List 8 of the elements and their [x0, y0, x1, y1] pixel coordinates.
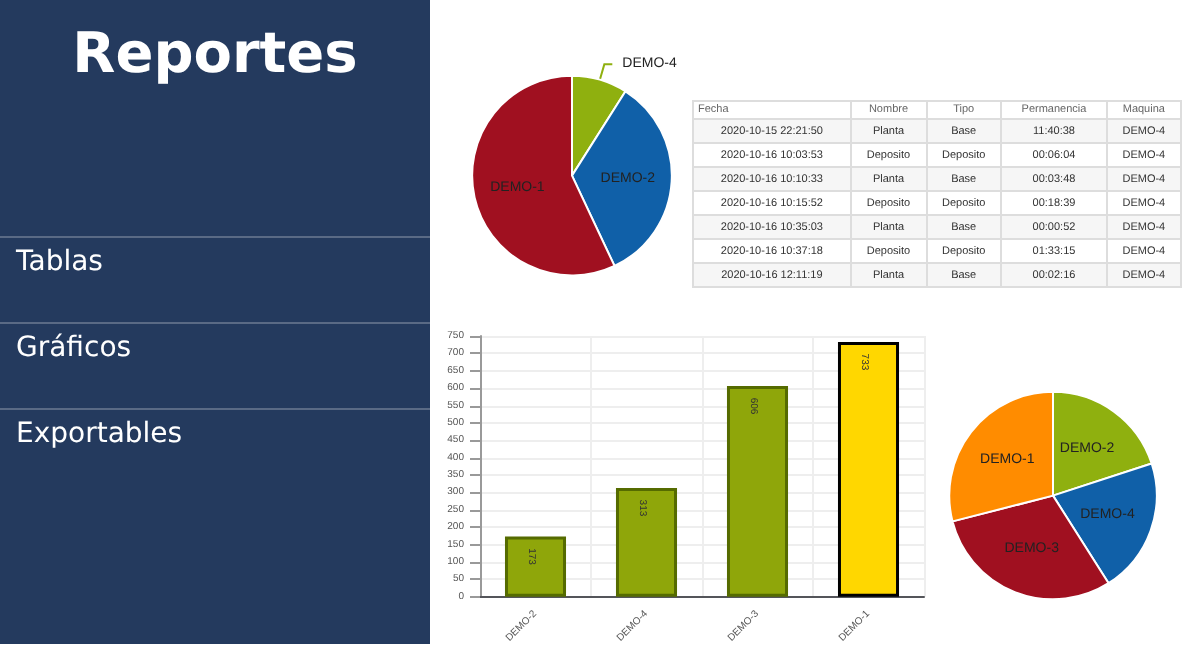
bar — [726, 386, 789, 597]
bar — [504, 536, 567, 597]
text: Gráficos — [0, 322, 430, 372]
text: Exportables — [0, 408, 430, 458]
text: Tablas — [0, 236, 430, 286]
bar — [615, 487, 678, 597]
text: Reportes — [70, 18, 360, 86]
bar — [837, 341, 900, 597]
